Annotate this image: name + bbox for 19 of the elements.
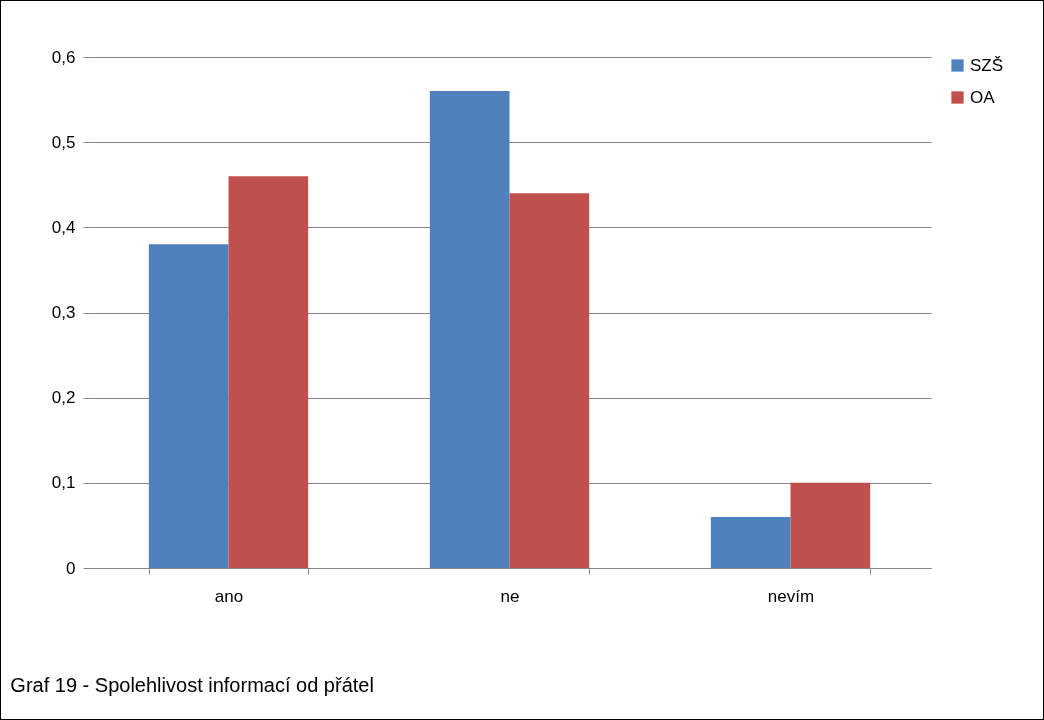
y-tick-label: 0,1: [51, 473, 76, 493]
y-tick-label: 0,2: [51, 388, 76, 408]
y-tick-label: 0,4: [51, 217, 76, 237]
bar: [710, 516, 791, 568]
bar: [148, 244, 229, 568]
bar: [509, 193, 590, 568]
y-tick-label: 0,3: [51, 303, 76, 322]
bar: [429, 91, 510, 568]
x-tick-label: ano: [214, 586, 244, 606]
y-tick-label: 0,6: [51, 47, 76, 67]
y-tick-label: 0: [66, 558, 76, 578]
x-tick-label: ne: [500, 586, 520, 606]
legend-label: OA: [970, 87, 996, 107]
y-tick-label: 0,5: [51, 132, 76, 152]
text: Graf 19 - Spolehlivost informací od přátel: [10, 674, 374, 696]
bar: [790, 482, 871, 568]
bar: [228, 176, 309, 568]
legend-label: SZŠ: [970, 55, 1004, 75]
x-tick-label: nevím: [767, 586, 815, 606]
